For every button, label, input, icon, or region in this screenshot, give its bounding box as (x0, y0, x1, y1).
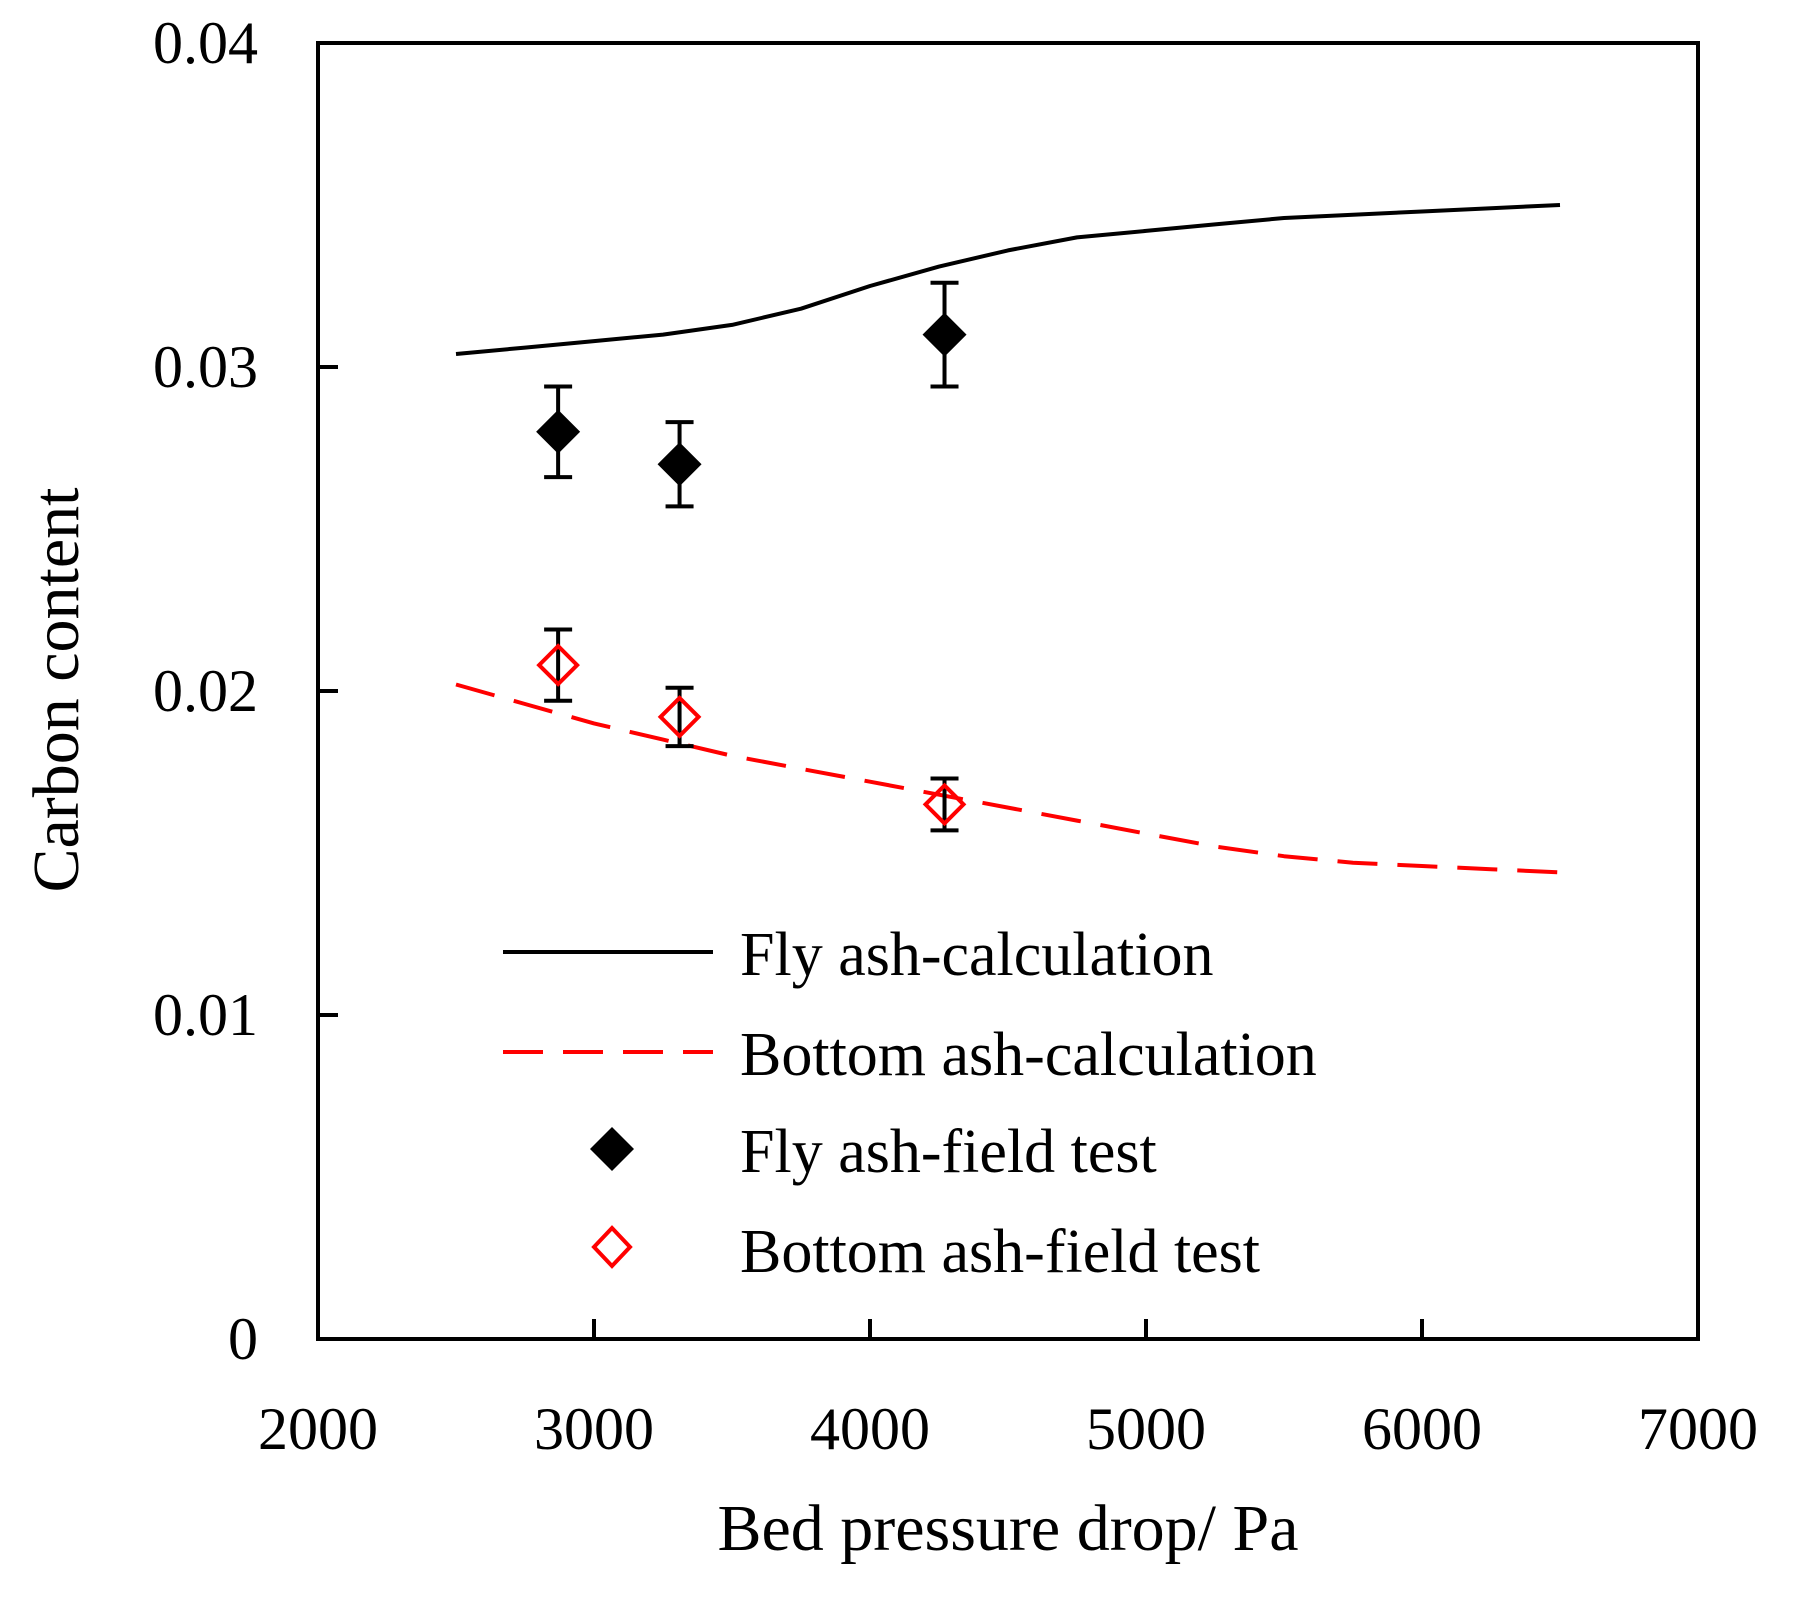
marker-bottom-ash-field-test-0 (536, 643, 580, 687)
legend-entry-fly-ash-field-test: Fly ash-field test (590, 1118, 1157, 1186)
legend-marker-bottom-ash-field-test (591, 1225, 633, 1269)
axes: 2000 3000 4000 5000 6000 7000 0 0.01 0.02 0.03 0.0… (153, 10, 1758, 1462)
marker-bottom-ash-field-test-1 (657, 695, 702, 739)
legend-entry-bottom-ash-calculation: Bottom ash-calculation (503, 1021, 1317, 1089)
legend-label-bottom-ash-calculation: Bottom ash-calculation (740, 1021, 1317, 1089)
y-tick-label-2: 0.02 (153, 658, 258, 724)
legend-label-fly-ash-field-test: Fly ash-field test (740, 1118, 1157, 1186)
marker-fly-ash-field-test-2 (922, 312, 967, 357)
legend-marker-fly-ash-field-test (590, 1127, 634, 1171)
x-tick-label-4: 6000 (1362, 1396, 1482, 1462)
series-line-bottom-ash-calculation (455, 682, 1561, 875)
y-tick-label-0: 0 (228, 1306, 258, 1372)
legend: Fly ash-calculation Bottom ash-calculati… (503, 921, 1317, 1286)
series-line-fly-ash-calculation (455, 203, 1561, 356)
legend-label-bottom-ash-field-test: Bottom ash-field test (740, 1218, 1260, 1286)
y-tick-label-3: 0.03 (153, 334, 258, 400)
x-tick-label-1: 3000 (534, 1396, 654, 1462)
x-tick-label-0: 2000 (258, 1396, 378, 1462)
x-tick-label-2: 4000 (810, 1396, 930, 1462)
legend-label-fly-ash-calculation: Fly ash-calculation (740, 921, 1213, 989)
y-tick-label-4: 0.04 (153, 10, 258, 76)
legend-entry-fly-ash-calculation: Fly ash-calculation (503, 921, 1213, 989)
x-tick-label-5: 7000 (1638, 1396, 1758, 1462)
marker-fly-ash-field-test-1 (657, 442, 702, 487)
x-tick-label-3: 5000 (1086, 1396, 1206, 1462)
y-axis-title: Carbon content (20, 487, 93, 892)
marker-bottom-ash-field-test-2 (922, 782, 967, 827)
marker-fly-ash-field-test-0 (536, 409, 581, 454)
plot-area (455, 203, 1561, 875)
legend-entry-bottom-ash-field-test: Bottom ash-field test (591, 1218, 1260, 1286)
x-axis-title: Bed pressure drop/ Pa (717, 1492, 1298, 1565)
y-tick-label-1: 0.01 (153, 982, 258, 1048)
